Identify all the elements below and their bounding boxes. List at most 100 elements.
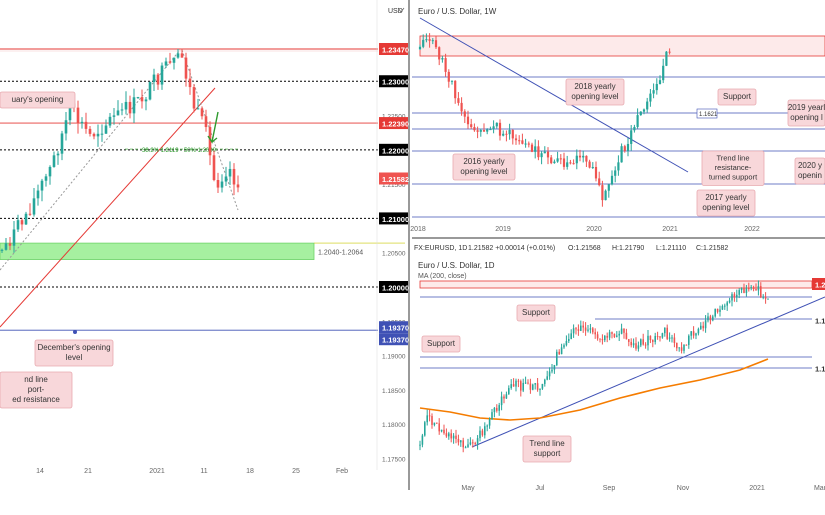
daily-candle-body (472, 442, 474, 444)
weekly-candle-body (431, 40, 434, 42)
weekly-candle-body (489, 129, 492, 131)
weekly-candle-body (495, 122, 498, 127)
price-tick-1.22500: 1.22500 (382, 114, 406, 121)
daily-chart-panel: FX:EURUSD, 1D 1.21582 +0.00014 (+0.01%) O:… (414, 245, 825, 492)
daily-indicator: MA (200, close) (418, 273, 467, 280)
weekly-candle-body (566, 162, 569, 167)
daily-candle-body (469, 442, 472, 445)
time-tick-2021: 2021 (149, 468, 165, 475)
daily-candle-body (683, 344, 685, 351)
daily-candle-body (510, 384, 512, 389)
weekly-candle-body (463, 111, 466, 117)
weekly-candle-body (588, 161, 591, 168)
daily-candle-body (743, 288, 745, 293)
daily-candle-body (738, 290, 740, 295)
tag-1.19370-b-bg (379, 333, 408, 346)
daily-candle-body (654, 336, 656, 342)
left-candle-body (168, 61, 172, 63)
weekly-candle-body (617, 162, 620, 171)
left-candle-body (180, 53, 184, 58)
daily-candle-body (572, 328, 575, 334)
daily-candle-body (424, 422, 426, 436)
weekly-candle-body (594, 166, 598, 179)
weekly-candle-body (550, 157, 553, 164)
daily-candle-body (616, 335, 618, 337)
daily-close: C:1.21582 (696, 245, 728, 252)
annotation-trendline-line-1: port- (28, 385, 45, 394)
daily-candle-body (630, 341, 632, 346)
tag-1.23000: 1.23000 (382, 78, 409, 87)
daily-candle-body (762, 296, 764, 298)
daily-candle-body (508, 388, 510, 395)
weekly-candle-body (511, 129, 514, 139)
annotation-2017-line-1: opening level (702, 203, 749, 212)
price-tick-1.17500: 1.17500 (382, 456, 406, 463)
annotation-2019-box (787, 99, 825, 127)
daily-candle-body (757, 286, 760, 291)
daily-candle-body (637, 345, 640, 349)
daily-candle-body (577, 329, 580, 331)
weekly-candle-body (524, 143, 527, 145)
daily-candle-body (450, 433, 452, 439)
daily-candle-body (731, 294, 733, 301)
left-candle-body (224, 176, 228, 182)
left-candle-body (160, 65, 164, 85)
weekly-candle-body (457, 98, 460, 103)
left-candle-body (44, 176, 48, 181)
annotation-2016-line-1: opening level (460, 167, 507, 176)
left-candle-body (116, 110, 120, 116)
daily-candle-body (539, 388, 541, 390)
daily-candle-body (419, 444, 421, 446)
annotation-daily-trendline-line-1: support (534, 449, 561, 458)
daily-title: Euro / U.S. Dollar, 1D (418, 261, 495, 270)
daily-candle-body (548, 371, 551, 377)
left-candle-body (172, 57, 176, 63)
left-candle-body (48, 166, 52, 177)
annotation-2017-line-0: 2017 yearly (705, 193, 746, 202)
weekly-candle-body (636, 115, 639, 127)
daily-candle-body (594, 332, 596, 335)
tag-1.19370-b: 1.19370 (382, 336, 409, 345)
weekly-candle-body (470, 124, 473, 128)
time-tick-18: 18 (246, 468, 254, 475)
weekly-candle-body (521, 140, 524, 144)
weekly-candle-body (502, 133, 505, 136)
daily-candle-body (460, 440, 462, 443)
daily-candle-body (474, 443, 476, 445)
daily-candle-body (553, 365, 556, 370)
tag-1.22390-bg (379, 117, 408, 130)
daily-candle-body (680, 347, 683, 351)
daily-candle-body (767, 298, 769, 300)
weekly-candle-body (543, 151, 546, 154)
ma-200-line (419, 358, 769, 421)
daily-candle-body (709, 316, 712, 321)
daily-candle-body (678, 347, 680, 349)
weekly-candle-body (422, 39, 425, 47)
daily-candle-body (443, 429, 445, 434)
left-candle-body (112, 115, 116, 117)
tag-1.1621: 1.1621 (699, 112, 718, 118)
trend-line-red (0, 87, 216, 328)
annotation-2016-line-0: 2016 yearly (463, 157, 504, 166)
left-candle-body (12, 229, 16, 246)
daily-candle-body (625, 332, 628, 340)
annotation-january-line-0: uary's opening (12, 95, 64, 104)
weekly-candle-body (434, 40, 438, 48)
daily-time-Sep: Sep (603, 485, 616, 492)
tag-1.19370-a-bg (379, 321, 408, 334)
daily-time-May: May (461, 485, 475, 492)
currency-label: USD (388, 8, 403, 15)
daily-tag-3-bg (812, 362, 825, 374)
daily-candle-body (628, 339, 630, 342)
daily-candle-body (498, 405, 500, 411)
daily-candle-body (745, 288, 748, 293)
weekly-candle-body (534, 146, 537, 152)
daily-candle-body (560, 347, 563, 355)
daily-candle-body (695, 333, 697, 336)
daily-time-Mar: Mar (814, 485, 825, 492)
weekly-candle-body (559, 158, 562, 160)
left-candle-body (64, 120, 68, 134)
time-tick-25: 25 (292, 468, 300, 475)
left-candle-body (104, 125, 108, 134)
daily-candle-body (623, 328, 625, 333)
